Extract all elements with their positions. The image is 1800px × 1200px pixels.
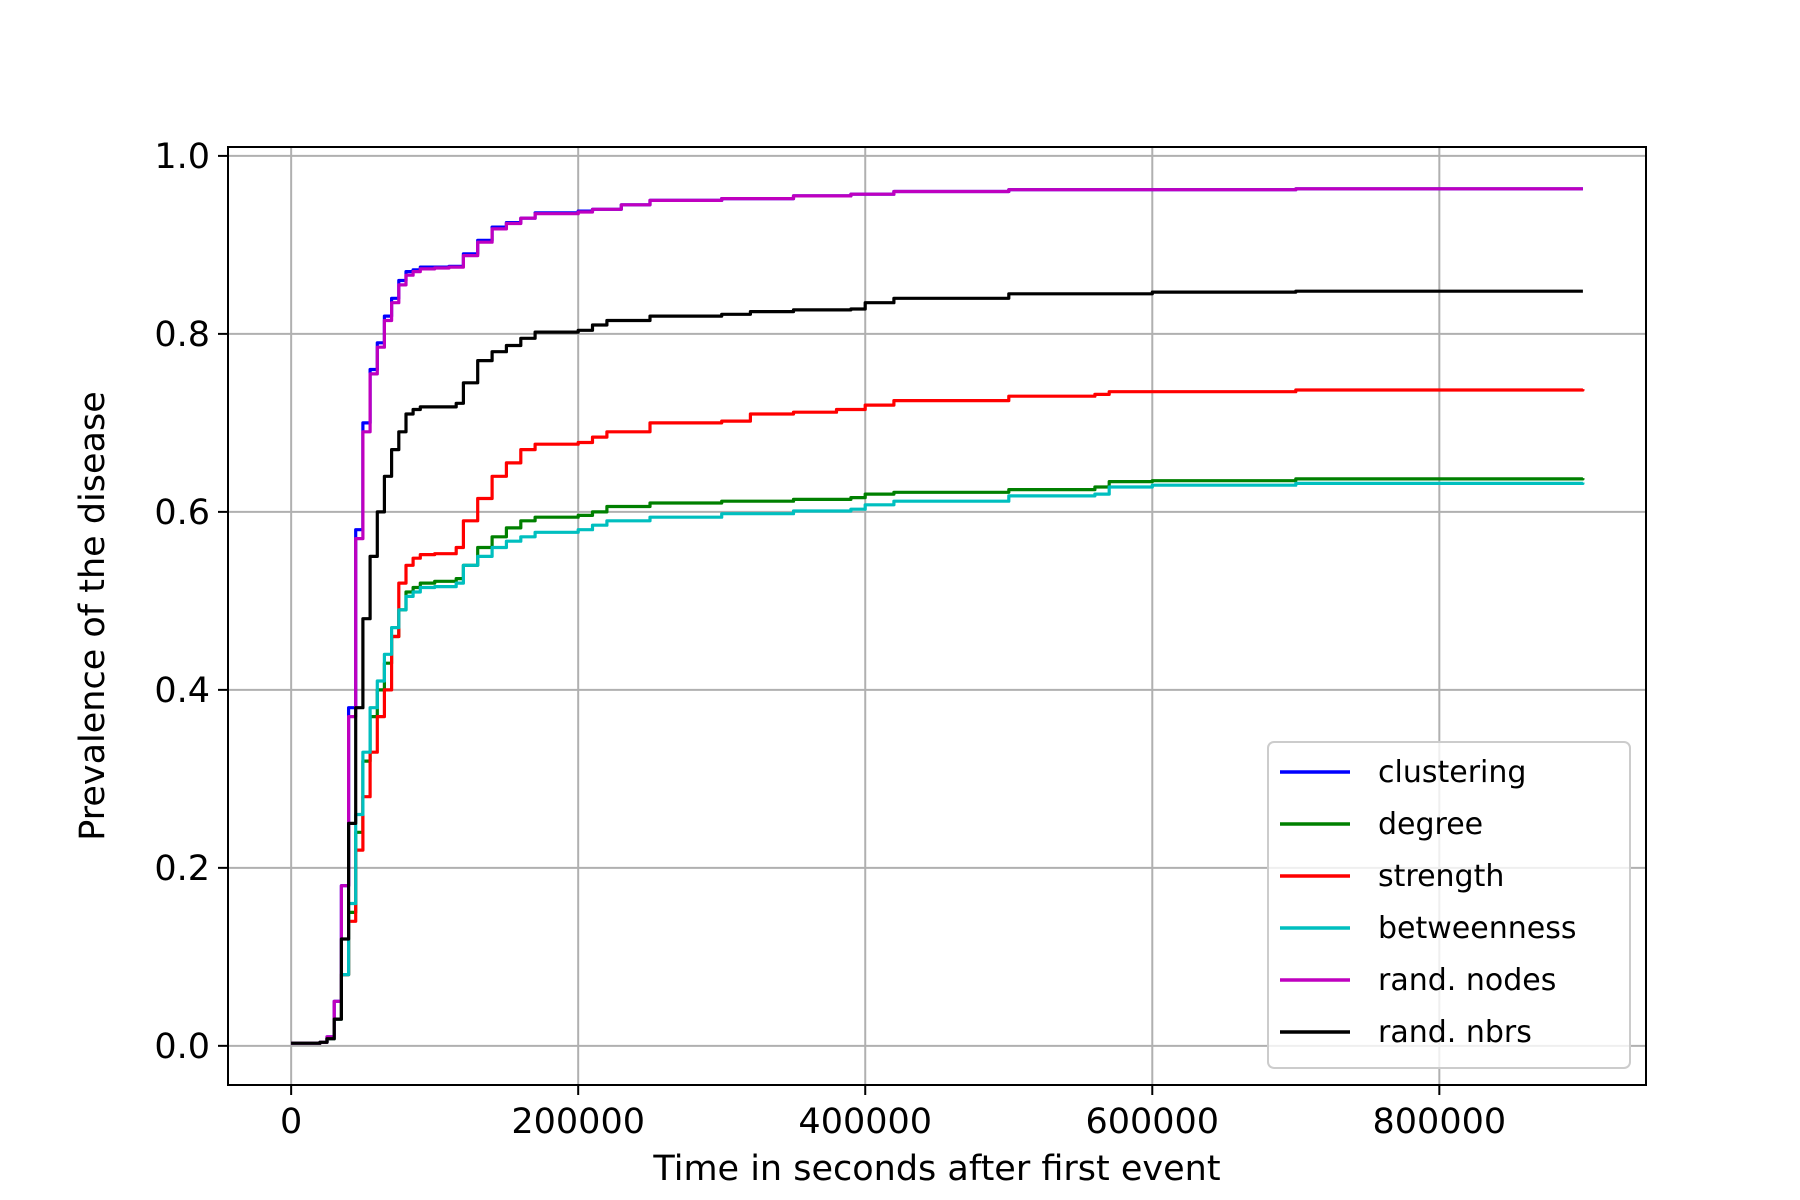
x-tick-label: 600000 (1085, 1102, 1219, 1142)
y-tick-label: 0.8 (154, 315, 210, 355)
legend-box (1267, 741, 1631, 1069)
y-tick-label: 0.2 (154, 849, 210, 889)
y-axis: 0.0 0.2 0.4 0.6 0.8 1.0 (154, 137, 228, 1067)
legend-label-rand-nodes: rand. nodes (1378, 963, 1556, 998)
series-line-degree (291, 477, 1585, 1045)
x-axis: 0 200000 400000 600000 800000 (280, 1085, 1506, 1142)
legend: clustering degree strength betweenness rand.… (1267, 741, 1631, 1069)
plot-frame (227, 146, 1647, 1086)
legend-label-betweenness: betweenness (1378, 911, 1576, 946)
x-tick-label: 400000 (798, 1102, 932, 1142)
series-line-strength (291, 388, 1585, 1045)
series-group (291, 187, 1585, 1045)
legend-label-clustering: clustering (1378, 755, 1526, 790)
legend-label-strength: strength (1378, 859, 1504, 894)
y-tick-label: 1.0 (154, 137, 210, 177)
y-tick-label: 0.0 (154, 1027, 210, 1067)
y-tick-label: 0.4 (154, 671, 210, 711)
series-line-betweenness (291, 481, 1585, 1045)
legend-label-rand-nbrs: rand. nbrs (1378, 1015, 1532, 1050)
x-axis-label: Time in seconds after first event (652, 1149, 1220, 1189)
y-tick-label: 0.6 (154, 493, 210, 533)
x-tick-label: 800000 (1373, 1102, 1507, 1142)
legend-label-degree: degree (1378, 807, 1483, 842)
y-axis-label: Prevalence of the disease (73, 391, 113, 841)
x-tick-label: 0 (280, 1102, 302, 1142)
x-tick-label: 200000 (511, 1102, 645, 1142)
series-line-rand-nodes (291, 187, 1583, 1045)
series-line-rand-nbrs (291, 289, 1583, 1045)
